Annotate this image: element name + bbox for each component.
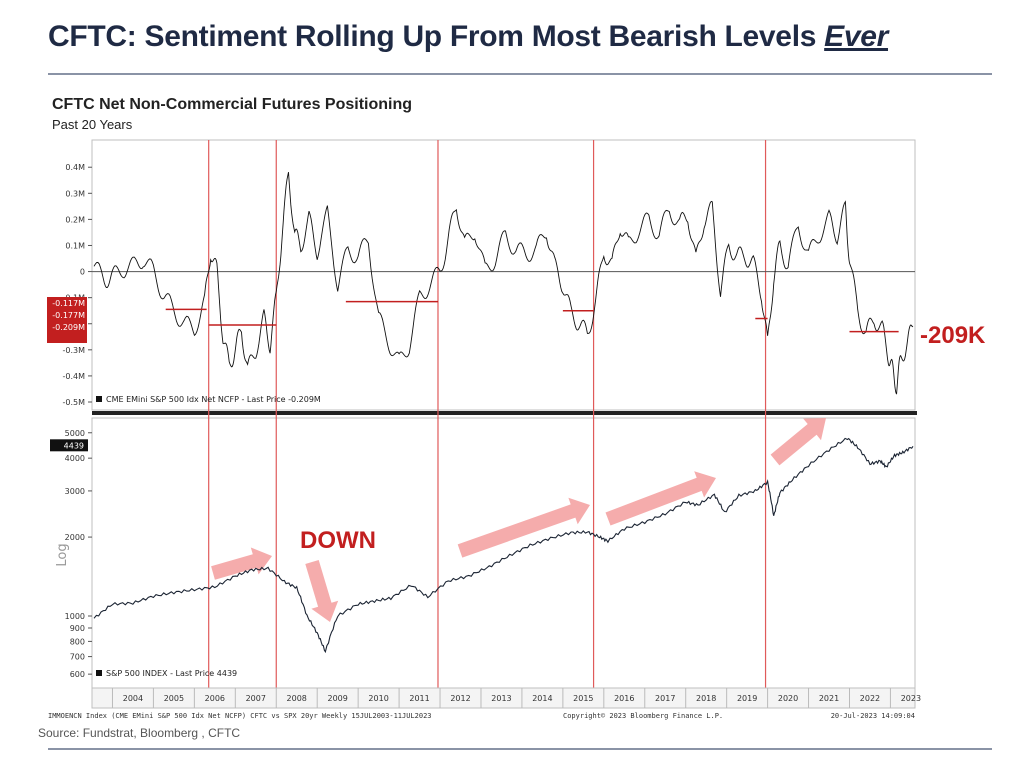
top-legend-swatch bbox=[96, 396, 102, 402]
x-tick-label: 2004 bbox=[123, 694, 143, 703]
x-tick-label: 2009 bbox=[327, 694, 347, 703]
x-tick-label: 2022 bbox=[860, 694, 880, 703]
x-tick-label: 2015 bbox=[573, 694, 593, 703]
down-arrow bbox=[305, 560, 339, 622]
trend-arrow bbox=[770, 418, 826, 466]
bottom-ytick-label: 900 bbox=[70, 624, 85, 633]
x-tick-label: 2020 bbox=[778, 694, 798, 703]
source-note: Source: Fundstrat, Bloomberg , CFTC bbox=[38, 726, 241, 740]
bottom-panel-frame bbox=[91, 417, 916, 689]
x-tick-label: 2014 bbox=[532, 694, 552, 703]
bottom-ylabel: Log bbox=[55, 543, 70, 566]
chart-subtitle: Past 20 Years bbox=[52, 117, 133, 132]
slide-title-main: CFTC: Sentiment Rolling Up From Most Bea… bbox=[48, 20, 825, 53]
bottom-ytick-label: 5000 bbox=[65, 429, 85, 438]
net-position-annotation: -209K bbox=[920, 322, 986, 349]
bottom-ytick-label: 800 bbox=[70, 637, 85, 646]
bottom-ytick-label: 700 bbox=[70, 653, 85, 662]
x-tick-label: 2017 bbox=[655, 694, 675, 703]
highlight-label: -0.177M bbox=[52, 311, 85, 320]
x-axis-band bbox=[91, 687, 916, 709]
top-legend: CME EMini S&P 500 Idx Net NCFP - Last Pr… bbox=[106, 395, 321, 404]
bottom-ytick-label: 2000 bbox=[65, 533, 85, 542]
x-tick-label: 2016 bbox=[614, 694, 634, 703]
title-divider bbox=[48, 73, 992, 75]
trend-arrow bbox=[211, 547, 272, 580]
chart-title: CFTC Net Non-Commercial Futures Position… bbox=[52, 96, 413, 113]
sp500-last-tag bbox=[50, 439, 88, 452]
top-ytick-label: 0 bbox=[80, 268, 85, 277]
top-ytick-label: -0.3M bbox=[62, 346, 85, 355]
slide-title-emphasis: Ever bbox=[824, 20, 889, 53]
trend-arrow bbox=[457, 497, 590, 558]
x-tick-label: 2011 bbox=[409, 694, 429, 703]
footer-left: IMMOENCN Index (CME EMini S&P 500 Idx Ne… bbox=[48, 712, 432, 720]
bottom-ytick-label: 4000 bbox=[65, 454, 85, 463]
footer-right: 20-Jul-2023 14:09:04 bbox=[831, 712, 915, 720]
x-tick-label: 2008 bbox=[287, 694, 307, 703]
x-tick-label: 2010 bbox=[368, 694, 388, 703]
x-tick-label: 2019 bbox=[737, 694, 757, 703]
last-price-highlight bbox=[47, 297, 87, 343]
top-ytick-label: 0.4M bbox=[65, 163, 85, 172]
slide-title: CFTC: Sentiment Rolling Up From Most Bea… bbox=[48, 20, 888, 54]
sp500-line bbox=[93, 437, 914, 654]
top-ytick-label: 0.3M bbox=[65, 189, 85, 198]
down-annotation: DOWN bbox=[300, 527, 376, 554]
x-tick-label: 2012 bbox=[450, 694, 470, 703]
x-tick-label: 2013 bbox=[491, 694, 511, 703]
x-tick-label: 2007 bbox=[246, 694, 266, 703]
top-ytick-label: 0.2M bbox=[65, 215, 85, 224]
top-ytick-label: -0.4M bbox=[62, 372, 85, 381]
bottom-legend-swatch bbox=[96, 670, 102, 676]
sp500-last-label: 4439 bbox=[64, 441, 84, 450]
bottom-legend: S&P 500 INDEX - Last Price 4439 bbox=[106, 669, 237, 678]
x-tick-label: 2005 bbox=[164, 694, 184, 703]
bottom-ytick-label: 600 bbox=[70, 670, 85, 679]
bottom-ytick-label: 1000 bbox=[65, 612, 85, 621]
x-tick-label: 2006 bbox=[205, 694, 225, 703]
bottom-divider bbox=[48, 748, 992, 750]
x-tick-label: 2021 bbox=[819, 694, 839, 703]
highlight-label: -0.117M bbox=[52, 299, 85, 308]
trend-arrow bbox=[605, 471, 716, 526]
highlight-label: -0.209M bbox=[52, 323, 85, 332]
bottom-ytick-label: 3000 bbox=[65, 487, 85, 496]
x-tick-label: 2018 bbox=[696, 694, 716, 703]
top-ytick-label: -0.5M bbox=[62, 398, 85, 407]
cftc-positioning-line bbox=[93, 172, 914, 395]
top-ytick-label: 0.1M bbox=[65, 241, 85, 250]
panel-separator bbox=[92, 411, 917, 415]
top-panel-frame bbox=[91, 139, 916, 411]
x-tick-label: 2023 bbox=[901, 694, 921, 703]
footer-center: Copyright© 2023 Bloomberg Finance L.P. bbox=[563, 712, 723, 720]
